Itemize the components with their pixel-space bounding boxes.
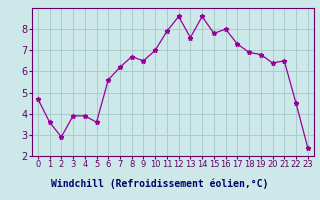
Text: Windchill (Refroidissement éolien,°C): Windchill (Refroidissement éolien,°C) xyxy=(51,179,269,189)
